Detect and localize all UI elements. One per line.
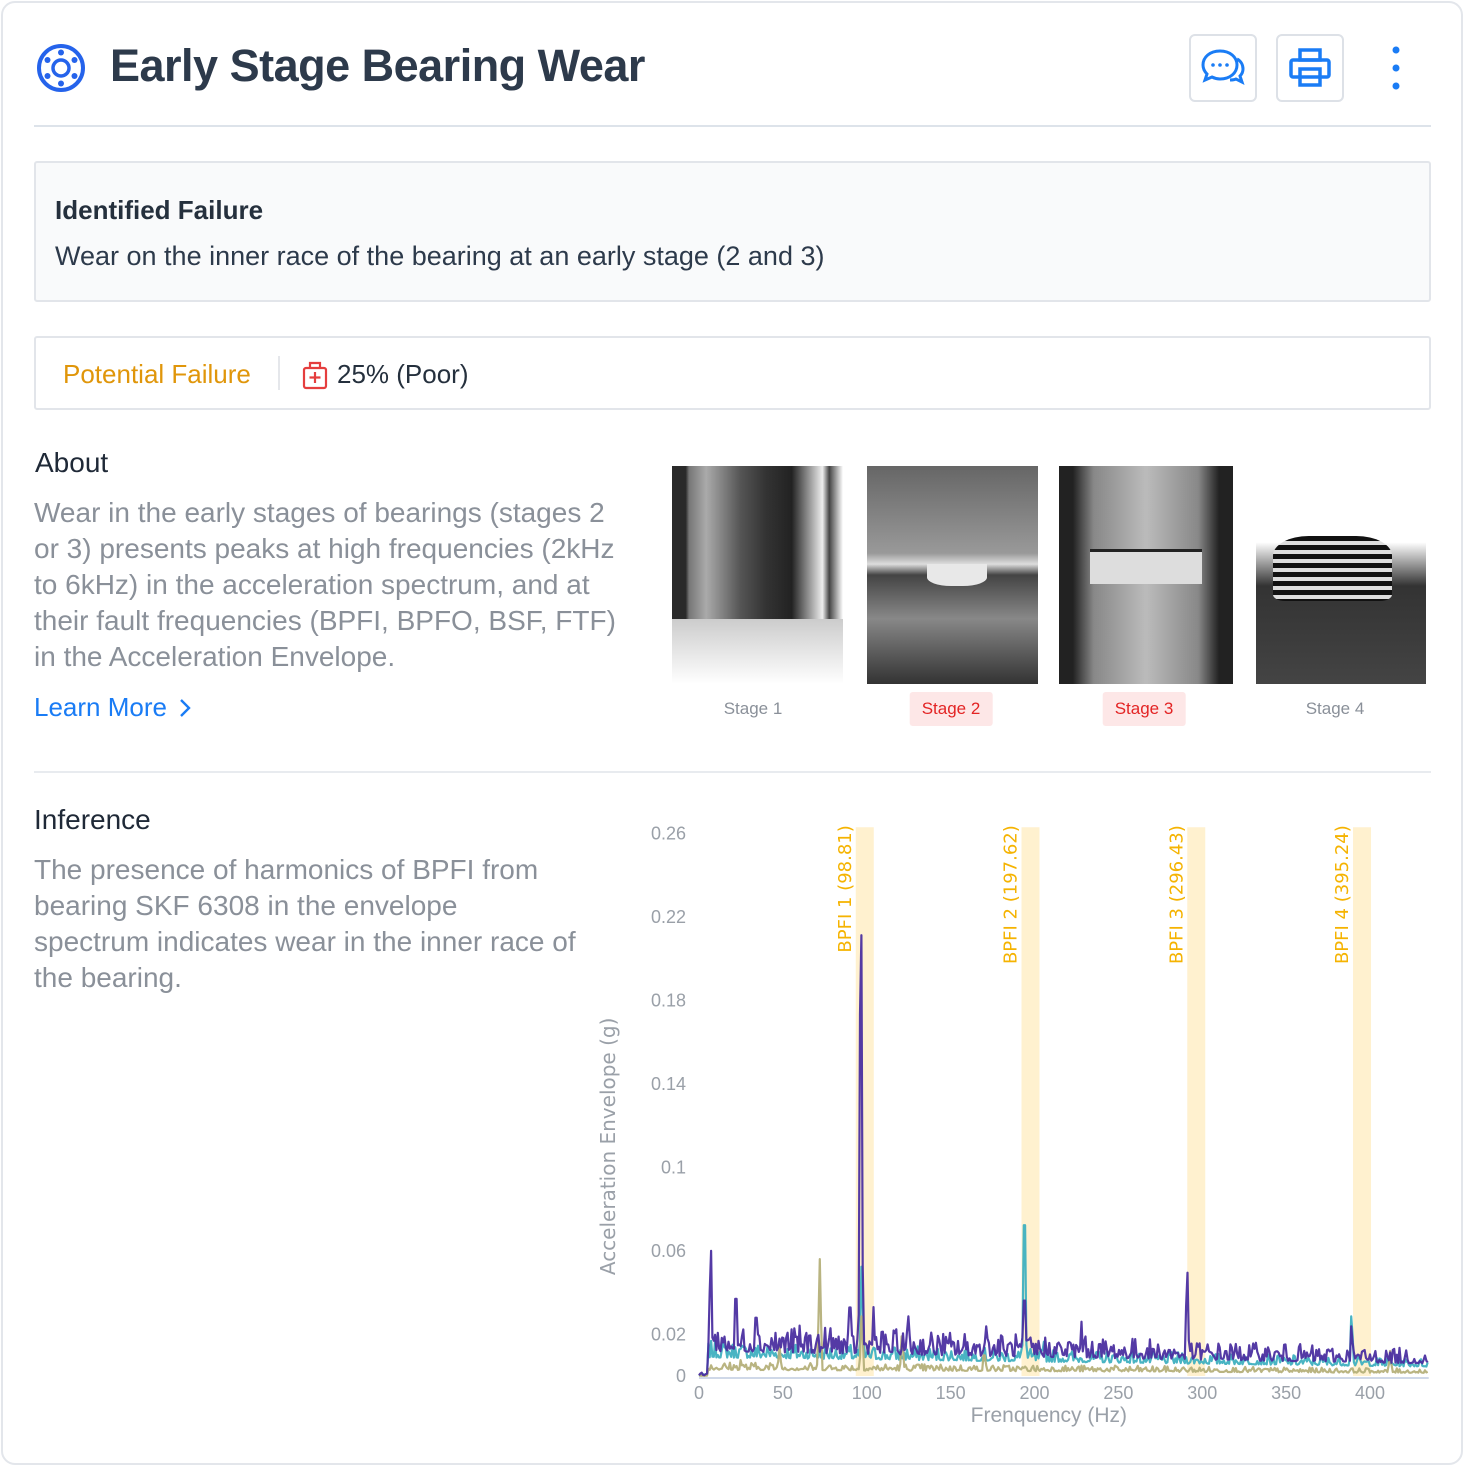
y-tick-label: 0.06: [651, 1241, 686, 1261]
health-kit-icon: [302, 361, 328, 390]
inference-heading: Inference: [34, 804, 151, 835]
x-axis-title: Frenquency (Hz): [971, 1404, 1127, 1427]
bpfi-band: [1021, 827, 1040, 1376]
health-value: 25% (Poor): [337, 359, 469, 389]
stage-1-image: [672, 466, 843, 684]
bpfi-band: [1353, 827, 1372, 1376]
stage-4-label: Stage 4: [1305, 699, 1365, 718]
page-title: Early Stage Bearing Wear: [110, 40, 645, 91]
stage-3-image: [1059, 466, 1233, 684]
stage-4-image: [1256, 466, 1426, 684]
status-separator: [278, 356, 280, 390]
series-line-teal: [698, 1224, 1429, 1377]
header-divider: [34, 125, 1431, 127]
y-tick-label: 0.02: [651, 1324, 686, 1344]
x-tick-label: 250: [1103, 1383, 1133, 1403]
series-line-purple: [698, 934, 1429, 1377]
bpfi-label: BPFI 2 (197.62): [1001, 825, 1022, 964]
x-tick-label: 200: [1019, 1383, 1049, 1403]
stage-2-badge: Stage 2: [909, 692, 993, 726]
x-tick-label: 100: [852, 1383, 882, 1403]
print-button[interactable]: [1276, 34, 1344, 102]
identified-failure-text: Wear on the inner race of the bearing at…: [55, 241, 825, 271]
x-tick-label: 350: [1271, 1383, 1301, 1403]
x-tick-label: 50: [773, 1383, 793, 1403]
x-tick-label: 0: [694, 1383, 704, 1403]
y-tick-label: 0.26: [651, 823, 686, 843]
about-heading: About: [35, 447, 109, 478]
potential-failure-label: Potential Failure: [63, 359, 251, 389]
identified-failure-box: Identified Failure Wear on the inner rac…: [34, 161, 1431, 302]
bearing-icon: [37, 44, 85, 92]
bpfi-band: [1187, 827, 1206, 1376]
identified-failure-label: Identified Failure: [55, 195, 264, 225]
comment-button[interactable]: [1189, 34, 1257, 102]
status-box: Potential Failure 25% (Poor): [34, 336, 1431, 410]
y-tick-label: 0: [676, 1366, 686, 1386]
learn-more-link[interactable]: Learn More: [34, 692, 191, 723]
series-line-olive: [698, 1258, 1429, 1378]
x-tick-label: 300: [1187, 1383, 1217, 1403]
y-tick-label: 0.18: [651, 990, 686, 1010]
y-tick-label: 0.22: [651, 907, 686, 927]
bpfi-label: BPFI 4 (395.24): [1332, 825, 1353, 964]
bpfi-label: BPFI 3 (296.43): [1166, 825, 1187, 964]
y-tick-label: 0.1: [661, 1157, 686, 1177]
chevron-right-icon: [180, 698, 191, 717]
stage-2-image: [867, 466, 1038, 684]
stage-1-label: Stage 1: [723, 699, 783, 718]
kebab-menu-icon[interactable]: [1388, 44, 1404, 92]
y-axis-title: Acceleration Envelope (g): [596, 1018, 620, 1276]
section-divider: [34, 771, 1431, 773]
stage-3-badge: Stage 3: [1102, 692, 1186, 726]
envelope-spectrum-chart: BPFI 1 (98.81) BPFI 2 (197.62) BPFI 3 (296…: [596, 823, 1429, 1427]
learn-more-label: Learn More: [34, 692, 167, 722]
y-tick-label: 0.14: [651, 1074, 686, 1094]
chat-icon: [1201, 49, 1245, 85]
bpfi-label: BPFI 1 (98.81): [835, 825, 856, 952]
x-tick-label: 150: [936, 1383, 966, 1403]
x-tick-label: 400: [1355, 1383, 1385, 1403]
inference-text: The presence of harmonics of BPFI from b…: [34, 854, 576, 993]
about-text: Wear in the early stages of bearings (st…: [34, 497, 616, 672]
print-icon: [1289, 48, 1331, 87]
